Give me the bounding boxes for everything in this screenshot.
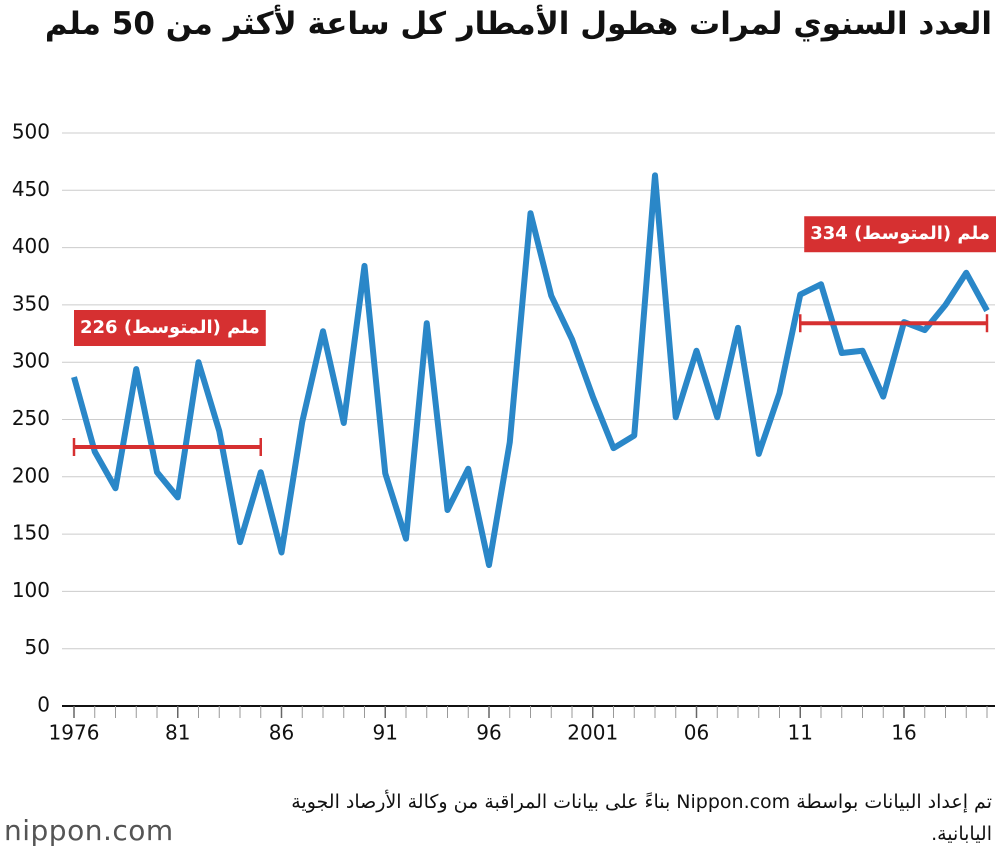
x-tick-label: 86 xyxy=(269,721,294,745)
y-tick-label: 250 xyxy=(12,406,50,430)
y-tick-label: 300 xyxy=(12,349,50,373)
x-tick-label: 16 xyxy=(891,721,916,745)
x-tick-label: 91 xyxy=(373,721,398,745)
y-tick-label: 100 xyxy=(12,578,50,602)
y-tick-label: 200 xyxy=(12,463,50,487)
annotation-label: 334 ملم (المتوسط) xyxy=(810,223,990,244)
y-tick-label: 450 xyxy=(12,177,50,201)
data-line xyxy=(71,172,990,569)
source-note: تم إعداد البيانات بواسطة Nippon.com بناء… xyxy=(291,791,992,845)
y-tick-label: 500 xyxy=(12,120,50,144)
y-tick-label: 0 xyxy=(37,693,50,717)
y-tick-label: 150 xyxy=(12,521,50,545)
y-tick-label: 50 xyxy=(25,635,50,659)
y-tick-label: 350 xyxy=(12,291,50,315)
y-tick-label: 400 xyxy=(12,234,50,258)
annotation-box xyxy=(74,310,266,347)
chart: 0 50 100 150 200 250 300 350 400 450 500 1976 81 86 91… xyxy=(12,120,996,745)
x-tick-label: 1976 xyxy=(49,721,100,745)
annotation-label: 226 ملم (المتوسط) xyxy=(80,317,260,338)
logo: nippon.com xyxy=(4,814,174,847)
x-tick-label: 06 xyxy=(684,721,709,745)
chart-title: العدد السنوي لمرات هطول الأمطار كل ساعة … xyxy=(44,6,992,42)
x-tick-label: 2001 xyxy=(567,721,618,745)
x-tick-label: 81 xyxy=(165,721,190,745)
x-tick-label: 11 xyxy=(788,721,813,745)
annotation-box xyxy=(804,216,996,253)
x-tick-label: 96 xyxy=(476,721,501,745)
